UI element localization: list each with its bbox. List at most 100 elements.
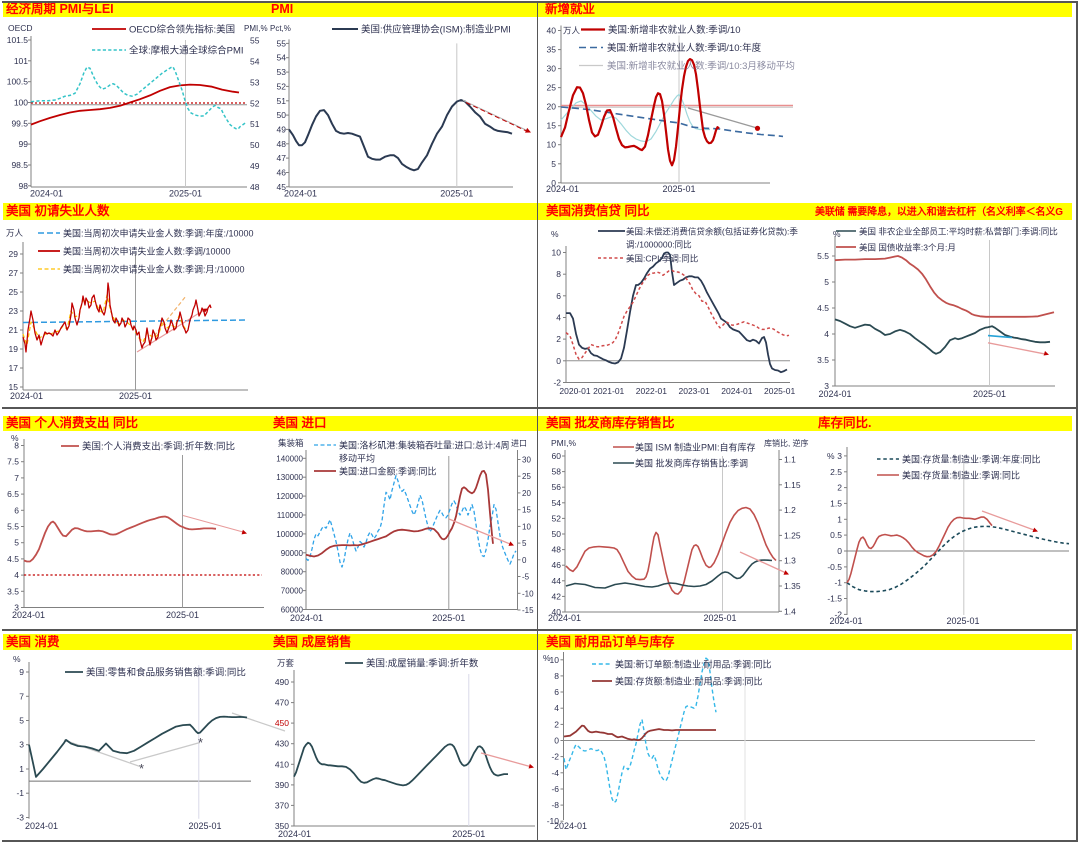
svg-text:美国:新订单额:制造业:耐用品:季调:同比: 美国:新订单额:制造业:耐用品:季调:同比	[615, 659, 772, 670]
svg-text:52: 52	[250, 98, 260, 108]
svg-text:40: 40	[547, 26, 557, 36]
svg-text:2025-01: 2025-01	[166, 610, 199, 620]
svg-text:15: 15	[547, 121, 557, 131]
svg-text:90000: 90000	[281, 549, 304, 558]
svg-text:美国:个人消费支出:季调:折年数:同比: 美国:个人消费支出:季调:折年数:同比	[82, 441, 235, 453]
svg-text:80000: 80000	[281, 568, 304, 577]
svg-text:47: 47	[277, 153, 287, 163]
svg-text:4: 4	[824, 329, 829, 339]
svg-text:1.3: 1.3	[784, 556, 796, 566]
svg-text:2024-01: 2024-01	[12, 610, 45, 620]
svg-text:1.2: 1.2	[784, 505, 796, 515]
svg-text:美国:零售和食品服务销售额:季调:同比: 美国:零售和食品服务销售额:季调:同比	[86, 667, 246, 679]
svg-text:29: 29	[9, 249, 19, 259]
svg-text:0: 0	[837, 546, 842, 556]
svg-text:-1: -1	[834, 578, 842, 588]
svg-text:0: 0	[522, 556, 527, 565]
svg-text:5: 5	[551, 159, 556, 169]
svg-text:17: 17	[9, 363, 19, 373]
svg-text:53: 53	[277, 67, 287, 77]
svg-text:2024-01: 2024-01	[25, 821, 58, 831]
svg-text:2025-01: 2025-01	[946, 616, 979, 626]
svg-text:美国:供应管理协会(ISM):制造业PMI: 美国:供应管理协会(ISM):制造业PMI	[361, 24, 511, 36]
svg-text:PMI,%: PMI,%	[551, 438, 576, 448]
svg-text:0: 0	[556, 356, 561, 366]
svg-text:52: 52	[552, 513, 562, 523]
svg-text:50: 50	[250, 140, 260, 150]
svg-text:15: 15	[522, 506, 531, 515]
svg-text:美国:当周初次申请失业金人数:季调:年度:/10000: 美国:当周初次申请失业金人数:季调:年度:/10000	[63, 228, 254, 239]
svg-text:2024-01: 2024-01	[278, 829, 311, 839]
svg-text:30: 30	[522, 456, 531, 465]
svg-text:美国 国债收益率:3个月:月: 美国 国债收益率:3个月:月	[859, 243, 956, 253]
svg-text:1.35: 1.35	[784, 581, 801, 591]
svg-text:100000: 100000	[276, 530, 303, 539]
svg-text:40: 40	[552, 607, 562, 617]
svg-text:50: 50	[552, 529, 562, 539]
svg-text:8: 8	[556, 269, 561, 279]
svg-text:2024-01: 2024-01	[829, 616, 862, 626]
svg-text:美国:存货额:制造业:耐用品:季调:同比: 美国:存货额:制造业:耐用品:季调:同比	[615, 676, 763, 687]
svg-text:2025-01: 2025-01	[119, 391, 152, 401]
svg-text:2024-01: 2024-01	[721, 386, 752, 396]
svg-text:55: 55	[250, 36, 260, 46]
svg-text:美国:新增非农就业人数:季调/10:年度: 美国:新增非农就业人数:季调/10:年度	[607, 42, 762, 54]
svg-text:5: 5	[522, 539, 527, 548]
svg-text:美国:成屋销量:季调:折年数: 美国:成屋销量:季调:折年数	[366, 658, 479, 670]
svg-text:25: 25	[9, 287, 19, 297]
svg-text:100.5: 100.5	[7, 77, 29, 87]
svg-text:%: %	[543, 653, 551, 663]
svg-text:49: 49	[277, 124, 287, 134]
svg-text:进口: 进口	[511, 439, 527, 448]
svg-text:-2: -2	[551, 752, 559, 762]
svg-text:30: 30	[547, 64, 557, 74]
svg-text:2021-01: 2021-01	[593, 386, 624, 396]
svg-text:0: 0	[554, 736, 559, 746]
svg-text:美国:洛杉矶港:集装箱吞吐量:进口:总计:4周: 美国:洛杉矶港:集装箱吞吐量:进口:总计:4周	[339, 440, 510, 451]
svg-text:2.5: 2.5	[830, 467, 842, 477]
svg-text:-1.5: -1.5	[827, 594, 842, 604]
svg-text:1: 1	[19, 764, 24, 774]
svg-text:5: 5	[824, 277, 829, 287]
svg-text:450: 450	[275, 718, 289, 728]
svg-text:42: 42	[552, 591, 562, 601]
svg-text:23: 23	[9, 306, 19, 316]
svg-text:35: 35	[547, 45, 557, 55]
svg-text:48: 48	[250, 182, 260, 192]
svg-text:6.5: 6.5	[7, 489, 19, 499]
svg-text:OECD综合领先指标:美国: OECD综合领先指标:美国	[129, 24, 235, 36]
svg-text:10: 10	[552, 248, 562, 258]
svg-text:1.1: 1.1	[784, 455, 796, 465]
svg-text:10: 10	[550, 655, 560, 665]
svg-text:101: 101	[14, 56, 28, 66]
svg-text:2025-01: 2025-01	[169, 189, 202, 199]
svg-text:44: 44	[552, 576, 562, 586]
svg-text:7: 7	[19, 691, 24, 701]
svg-text:52: 52	[277, 81, 287, 91]
svg-text:4.5: 4.5	[7, 554, 19, 564]
svg-text:2022-01: 2022-01	[636, 386, 667, 396]
svg-text:*: *	[139, 761, 144, 776]
svg-text:4.5: 4.5	[817, 303, 829, 313]
svg-text:3: 3	[824, 381, 829, 391]
svg-text:101.5: 101.5	[7, 35, 29, 45]
svg-text:美国:当周初次申请失业金人数:季调/10000: 美国:当周初次申请失业金人数:季调/10000	[63, 246, 231, 257]
svg-text:调:/1000000:同比: 调:/1000000:同比	[626, 240, 692, 250]
svg-text:49: 49	[250, 161, 260, 171]
svg-text:*: *	[198, 735, 203, 750]
svg-text:2025-01: 2025-01	[729, 821, 762, 831]
svg-text:20: 20	[522, 489, 531, 498]
svg-text:移动平均: 移动平均	[339, 453, 375, 464]
svg-text:OECD: OECD	[8, 23, 33, 33]
svg-text:98.5: 98.5	[11, 160, 28, 170]
svg-text:美国:CPI:季调:同比: 美国:CPI:季调:同比	[626, 254, 698, 264]
svg-text:48: 48	[277, 139, 287, 149]
svg-text:2025-01: 2025-01	[973, 389, 1006, 399]
svg-text:60000: 60000	[281, 606, 304, 615]
svg-text:2024-01: 2024-01	[30, 189, 63, 199]
svg-text:6: 6	[14, 505, 19, 515]
svg-text:10: 10	[547, 140, 557, 150]
svg-text:2025-01: 2025-01	[662, 184, 695, 194]
svg-text:美国:新增非农就业人数:季调/10: 美国:新增非农就业人数:季调/10	[608, 24, 741, 36]
svg-text:410: 410	[275, 759, 289, 769]
